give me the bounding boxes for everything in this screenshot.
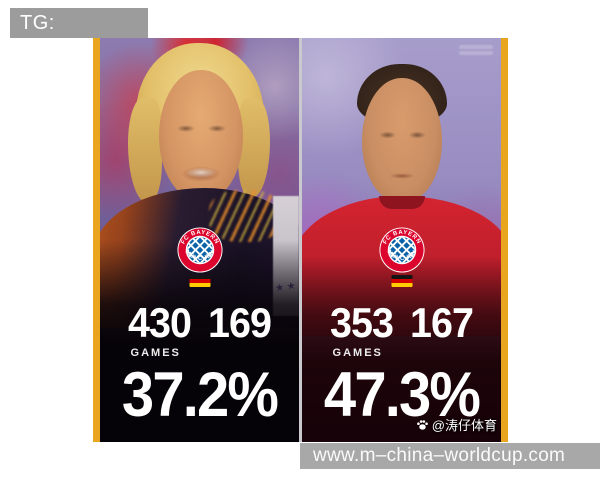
comparison-collage: ★ ★ FC BAYERN MÜNCHEN 430 169 GAMES 37.2… (93, 38, 508, 442)
left-games-label: GAMES (130, 347, 181, 359)
paw-icon (416, 420, 428, 430)
watermark-line (459, 51, 493, 55)
bayern-badge-icon: FC BAYERN MÜNCHEN (177, 227, 223, 273)
panel-divider (299, 38, 302, 442)
panel-left-player: ★ ★ FC BAYERN MÜNCHEN 430 169 GAMES 37.2… (100, 38, 299, 442)
right-percentage: 47.3% (323, 360, 481, 430)
right-games-value: 353 (329, 299, 394, 346)
left-games-value: 430 (127, 299, 192, 346)
left-stat-numbers: 430 169 (106, 302, 293, 344)
tg-badge: TG: MYYJJPP (10, 8, 148, 64)
blurred-corner-watermark (459, 43, 493, 57)
right-stats: 353 167 GAMES 47.3% (302, 302, 501, 427)
footer-url-bar: www.m–china–worldcup.com (300, 443, 600, 469)
germany-flag-icon (189, 275, 210, 287)
right-stat-numbers: 353 167 (308, 302, 495, 344)
photo-pair: ★ ★ FC BAYERN MÜNCHEN 430 169 GAMES 37.2… (100, 38, 501, 442)
credit-watermark: @涛仔体育 (416, 415, 497, 434)
right-secondary-value: 167 (409, 299, 474, 346)
credit-watermark-label: @涛仔体育 (431, 418, 497, 433)
right-games-label: GAMES (332, 347, 383, 359)
watermark-line (459, 45, 493, 49)
left-stats: 430 169 GAMES 37.2% (100, 302, 299, 427)
left-percentage: 37.2% (121, 360, 279, 430)
panel-right-player: FC BAYERN MÜNCHEN 353 167 GAMES 47.3% (302, 38, 501, 442)
germany-flag-icon (391, 275, 412, 287)
left-secondary-value: 169 (207, 299, 272, 346)
bayern-badge-icon: FC BAYERN MÜNCHEN (379, 227, 425, 273)
